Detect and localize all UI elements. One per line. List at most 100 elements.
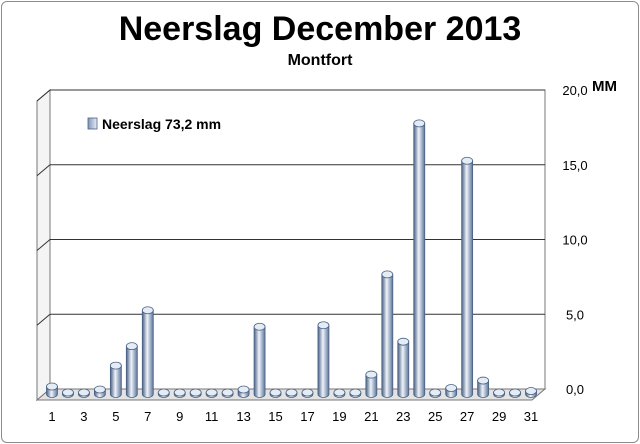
bar — [253, 322, 266, 398]
bar — [445, 384, 458, 398]
bar-top — [269, 388, 282, 397]
bar — [509, 388, 521, 398]
bar — [365, 370, 378, 398]
bar — [62, 388, 74, 398]
bar-body — [461, 160, 474, 398]
bar-top — [205, 388, 218, 397]
bar — [381, 270, 394, 398]
legend: Neerslag 73,2 mm — [87, 116, 221, 132]
legend-swatch — [87, 117, 98, 130]
bar — [525, 387, 537, 398]
bar — [317, 321, 330, 398]
y-tick-label: 0,0 — [566, 382, 584, 397]
x-tick-label: 27 — [460, 409, 474, 424]
bar-top — [509, 388, 521, 397]
bar — [125, 342, 138, 398]
bar — [221, 388, 234, 398]
x-tick-label: 15 — [268, 409, 282, 424]
bar-body — [253, 326, 266, 398]
bar-top — [301, 388, 314, 397]
y-tick-label: 10,0 — [562, 233, 587, 248]
bar-body — [413, 123, 426, 398]
bar-top — [333, 388, 346, 397]
bar — [301, 388, 314, 398]
bar-top — [429, 388, 442, 397]
bar-top — [413, 119, 426, 128]
bar — [333, 388, 346, 398]
x-tick-label: 11 — [205, 409, 219, 424]
bar-body — [317, 324, 330, 398]
bar — [157, 388, 170, 398]
gridline-side — [36, 313, 51, 326]
bar-top — [461, 156, 474, 165]
gridline-side — [36, 239, 51, 251]
y-tick-label: 15,0 — [562, 158, 587, 173]
bars — [46, 119, 537, 398]
bar-top — [173, 388, 186, 397]
bar — [349, 388, 362, 398]
y-tick-labels: 0,0 5,0 10,0 15,0 20,0 — [562, 83, 587, 397]
bar — [237, 385, 250, 398]
bar-top — [381, 270, 394, 279]
bar-body — [381, 274, 394, 398]
bar-top — [493, 388, 505, 397]
bar — [173, 388, 186, 398]
bar-top — [285, 388, 298, 397]
y-tick-label: 20,0 — [562, 83, 587, 98]
bar — [205, 388, 218, 398]
y-axis-unit: MM — [592, 78, 617, 95]
bar — [189, 388, 202, 398]
bar-body — [141, 309, 154, 398]
bar-top — [237, 385, 250, 394]
bar — [429, 388, 442, 398]
x-tick-label: 19 — [332, 409, 346, 424]
x-tick-label: 5 — [112, 409, 119, 424]
x-tick-label: 25 — [428, 409, 442, 424]
bar-top — [125, 342, 138, 351]
bar — [477, 376, 490, 398]
bar-top — [317, 321, 330, 330]
bar-top — [109, 361, 122, 370]
bar — [461, 156, 474, 398]
x-tick-labels: 1 3 5 7 9 11 13 15 17 19 21 23 25 27 29 31 — [48, 409, 538, 424]
chart-subtitle: Montfort — [287, 52, 353, 69]
legend-label: Neerslag 73,2 mm — [102, 116, 221, 132]
bar — [285, 388, 298, 398]
bar — [397, 337, 410, 398]
bar — [46, 382, 58, 398]
bar-top — [397, 337, 410, 346]
bar-body — [477, 380, 490, 398]
bar-top — [525, 387, 537, 395]
x-tick-label: 7 — [144, 409, 151, 424]
bar — [413, 119, 426, 398]
bar-top — [78, 388, 90, 397]
bar-top — [141, 306, 154, 315]
x-tick-label: 29 — [492, 409, 506, 424]
bar — [493, 388, 505, 398]
bar-top — [253, 322, 266, 331]
x-tick-label: 17 — [300, 409, 314, 424]
bar — [269, 388, 282, 398]
x-tick-label: 31 — [524, 409, 538, 424]
bar-top — [62, 388, 74, 397]
x-tick-label: 9 — [176, 409, 183, 424]
x-tick-label: 3 — [80, 409, 87, 424]
gridline-side — [36, 164, 51, 177]
bar-top — [445, 384, 458, 392]
gridline-side — [36, 89, 51, 102]
bar — [141, 306, 154, 398]
bar-top — [46, 382, 58, 391]
bar — [109, 361, 122, 398]
bar-top — [349, 388, 362, 397]
bar-body — [125, 345, 138, 398]
bar-top — [221, 388, 234, 397]
bar — [78, 388, 90, 398]
x-tick-label: 1 — [48, 409, 55, 424]
x-tick-label: 13 — [236, 409, 250, 424]
bar — [93, 385, 106, 398]
bar-body — [365, 374, 378, 398]
x-tick-label: 23 — [396, 409, 410, 424]
bar-top — [365, 370, 378, 379]
x-tick-label: 21 — [364, 409, 378, 424]
